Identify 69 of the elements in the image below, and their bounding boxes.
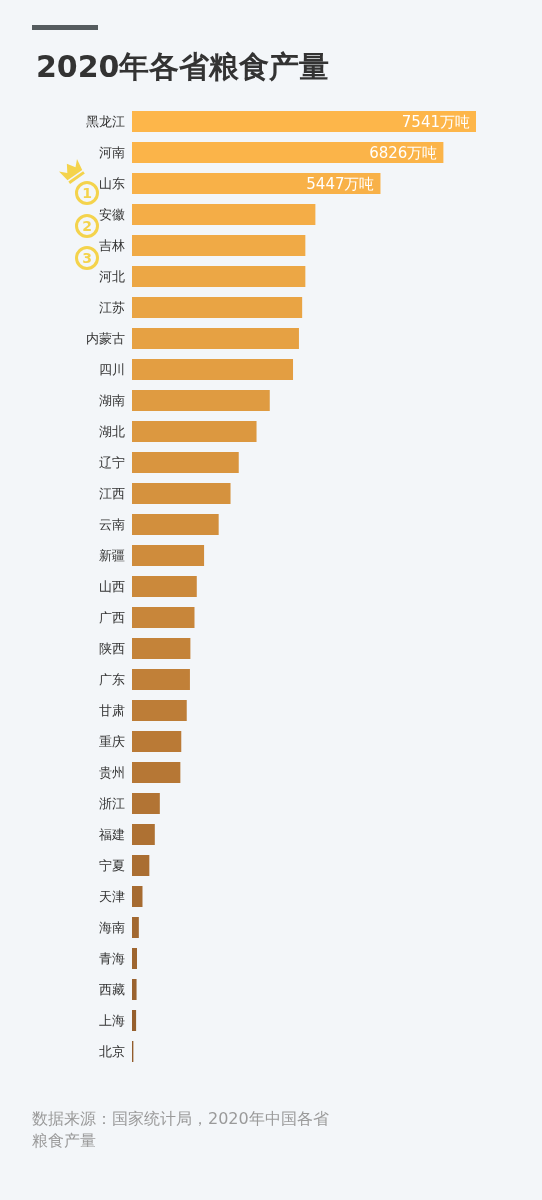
source-note: 数据来源：国家统计局，2020年中国各省粮食产量 — [32, 1108, 330, 1152]
y-tick-label: 河北 — [99, 269, 125, 284]
bar — [132, 917, 139, 938]
bar — [132, 1010, 137, 1031]
bar — [132, 979, 137, 1000]
y-tick-label: 新疆 — [99, 548, 125, 563]
y-tick-label: 西藏 — [99, 982, 125, 997]
y-tick-label: 辽宁 — [99, 455, 125, 470]
y-tick-label: 黑龙江 — [86, 114, 125, 129]
y-tick-label: 天津 — [99, 889, 125, 904]
y-tick-label: 上海 — [99, 1013, 125, 1028]
bar — [132, 731, 182, 752]
y-tick-label: 重庆 — [99, 734, 125, 749]
y-tick-label: 湖南 — [99, 393, 125, 408]
bar — [132, 793, 160, 814]
y-tick-label: 甘肃 — [99, 703, 125, 718]
text: 2 — [75, 213, 99, 238]
bar — [132, 142, 444, 163]
y-tick-label: 山东 — [99, 176, 125, 191]
bar — [132, 297, 303, 318]
bar — [132, 266, 306, 287]
y-tick-label: 河南 — [99, 145, 125, 160]
bar — [132, 824, 155, 845]
bar — [132, 359, 294, 380]
bar — [132, 328, 299, 349]
y-tick-label: 宁夏 — [99, 858, 125, 873]
y-tick-label: 四川 — [99, 362, 125, 377]
y-tick-label: 福建 — [99, 827, 125, 842]
y-tick-label: 安徽 — [99, 207, 125, 222]
y-tick-label: 北京 — [99, 1044, 125, 1059]
y-tick-label: 内蒙古 — [86, 331, 125, 346]
text: 3 — [75, 246, 99, 270]
bar — [132, 421, 257, 442]
bar — [132, 545, 205, 566]
text: 1 — [75, 181, 99, 205]
y-tick-label: 浙江 — [99, 796, 125, 811]
y-tick-label: 贵州 — [99, 765, 125, 780]
bar — [132, 607, 195, 628]
bar — [132, 638, 191, 659]
bar — [132, 111, 476, 132]
y-tick-label: 江苏 — [99, 300, 125, 315]
bar — [132, 204, 316, 225]
chart-title: 2020年各省粮食产量 — [36, 48, 330, 84]
y-tick-label: 海南 — [99, 920, 125, 935]
bar — [132, 514, 219, 535]
y-tick-label: 云南 — [99, 517, 125, 532]
y-tick-label: 青海 — [99, 951, 125, 966]
y-tick-label: 广西 — [99, 610, 125, 625]
bar — [132, 483, 231, 504]
y-tick-label: 江西 — [99, 486, 125, 501]
bar — [132, 173, 381, 194]
y-tick-label: 吉林 — [99, 238, 125, 253]
y-tick-label: 山西 — [99, 579, 125, 594]
y-tick-label: 陕西 — [99, 641, 125, 656]
bar — [132, 576, 197, 597]
bar — [132, 452, 239, 473]
bar — [132, 762, 181, 783]
bar — [132, 390, 270, 411]
bar — [132, 855, 150, 876]
y-tick-label: 湖北 — [99, 424, 125, 439]
data-label: 6826万吨 — [369, 143, 438, 162]
bar — [132, 948, 138, 969]
bar — [132, 700, 187, 721]
data-label: 5447万吨 — [306, 174, 375, 193]
y-tick-label: 广东 — [99, 672, 125, 687]
bar — [132, 886, 143, 907]
bar — [132, 235, 306, 256]
data-label: 7541万吨 — [401, 112, 470, 131]
bar — [132, 669, 190, 690]
